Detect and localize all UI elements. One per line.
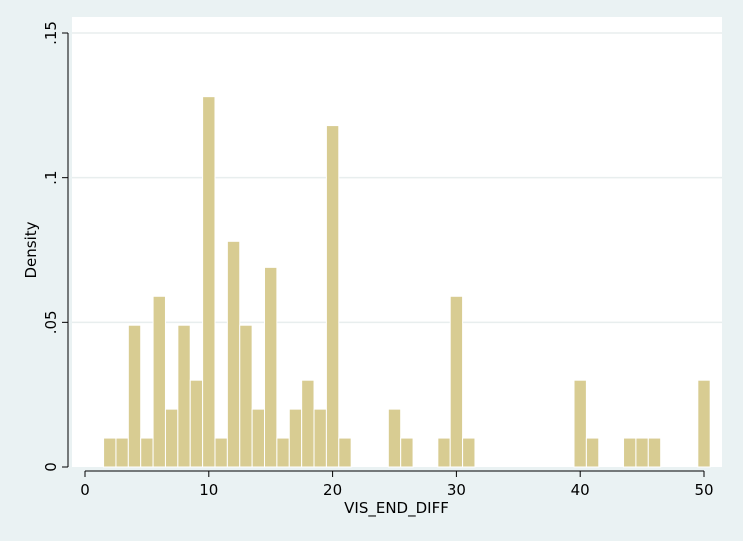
histogram-bar [239, 324, 253, 468]
bars [103, 96, 711, 468]
x-tick-label: 50 [694, 481, 713, 499]
x-tick-label: 30 [447, 481, 466, 499]
y-tick-label: .05 [42, 310, 60, 334]
plot-area [72, 17, 722, 467]
y-tick-label: .15 [42, 21, 60, 45]
histogram-bar [585, 437, 600, 468]
x-tick-label: 40 [571, 481, 590, 499]
y-tick-label: 0 [42, 462, 60, 472]
histogram-bar [226, 240, 241, 468]
x-tick-label: 20 [323, 481, 342, 499]
histogram-bar [103, 437, 117, 468]
histogram-bar [214, 437, 228, 468]
axes: 0 .05 .1 .15 0 10 20 30 40 50 [42, 21, 714, 499]
histogram-bar [152, 295, 166, 468]
histogram-bar [264, 266, 278, 468]
histogram-bar [202, 96, 216, 468]
histogram-bar [462, 437, 476, 468]
histogram-bar [573, 379, 587, 468]
histogram-bar [338, 437, 352, 468]
histogram-bar [387, 408, 402, 468]
histogram-bar [400, 437, 414, 468]
histogram-bar [313, 408, 327, 468]
histogram-bar [288, 408, 303, 468]
x-tick-label: 10 [199, 481, 218, 499]
histogram-bar [251, 408, 266, 468]
histogram-bar [437, 437, 451, 468]
histogram-bar [635, 437, 649, 468]
histogram-bar [276, 437, 290, 468]
histogram-bar [647, 437, 662, 468]
histogram-bar [623, 437, 637, 468]
histogram-bar [697, 379, 711, 468]
histogram-bar [115, 437, 129, 468]
histogram-bar [325, 125, 340, 468]
histogram-bar [127, 324, 142, 468]
histogram-bar [177, 324, 191, 468]
histogram-bar [189, 379, 204, 468]
gridlines [72, 32, 722, 324]
x-tick-label: 0 [80, 481, 90, 499]
histogram-bar [164, 408, 179, 468]
histogram-bar [301, 379, 315, 468]
y-axis-title: Density [22, 221, 40, 278]
x-axis-title: VIS_END_DIFF [344, 499, 449, 518]
histogram-bar [449, 295, 464, 468]
histogram-bar [140, 437, 154, 468]
y-tick-label: .1 [42, 171, 60, 185]
